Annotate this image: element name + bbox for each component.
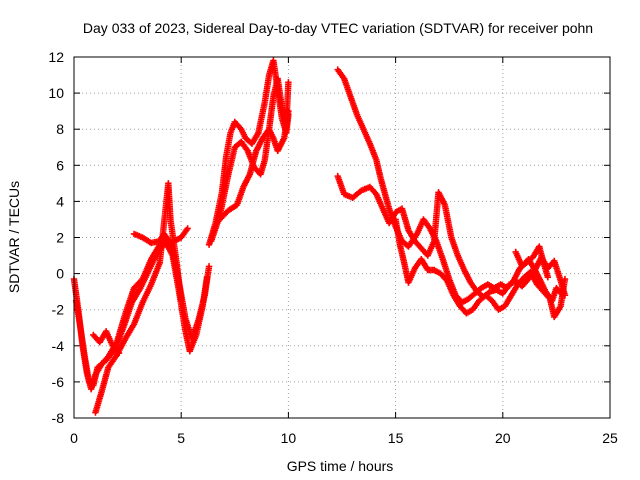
y-tick-label: -6: [52, 374, 65, 390]
series-track-11: [392, 216, 569, 321]
y-tick-label: -4: [52, 338, 65, 354]
x-tick-label: 25: [602, 430, 618, 446]
series-track-12: [512, 248, 569, 299]
y-tick-label: 6: [56, 157, 64, 173]
data-point: [178, 297, 185, 304]
series-track-3: [130, 225, 191, 247]
series-track-7: [208, 75, 292, 245]
data-point: [184, 225, 191, 232]
data-point: [285, 107, 292, 115]
y-axis-label: SDTVAR / TECUs: [6, 181, 22, 293]
series-track-5: [90, 328, 123, 357]
series-track-10: [334, 172, 567, 304]
x-tick-label: 10: [281, 430, 297, 446]
data-point: [115, 349, 123, 357]
y-tick-label: -8: [52, 410, 65, 426]
plot-frame: [73, 56, 611, 419]
chart-title: Day 033 of 2023, Sidereal Day-to-day VTE…: [83, 20, 593, 36]
series-track-2: [72, 239, 211, 389]
x-tick-label: 0: [70, 430, 78, 446]
y-tick-label: 4: [56, 193, 64, 209]
data-point: [544, 274, 552, 281]
x-tick-label: 20: [495, 430, 511, 446]
series-track-8: [216, 107, 292, 223]
y-tick-label: 12: [48, 49, 64, 65]
axis-ticks: 0 5 10 15 20 25 -8 -6 -4 -2 0 2 4 6 8 10 12: [48, 49, 618, 446]
data-point: [205, 263, 213, 270]
data-point: [203, 274, 211, 281]
data-points: [70, 57, 569, 416]
x-axis-label: GPS time / hours: [287, 458, 394, 474]
y-tick-label: 0: [56, 266, 64, 282]
x-tick-label: 5: [177, 430, 185, 446]
y-tick-label: -2: [52, 302, 65, 318]
y-tick-label: 10: [48, 85, 64, 101]
series-track-4: [92, 180, 185, 416]
y-tick-label: 8: [56, 121, 64, 137]
data-point: [285, 79, 292, 86]
data-point: [561, 292, 569, 299]
x-tick-label: 15: [388, 430, 404, 446]
y-tick-label: 2: [56, 230, 64, 246]
